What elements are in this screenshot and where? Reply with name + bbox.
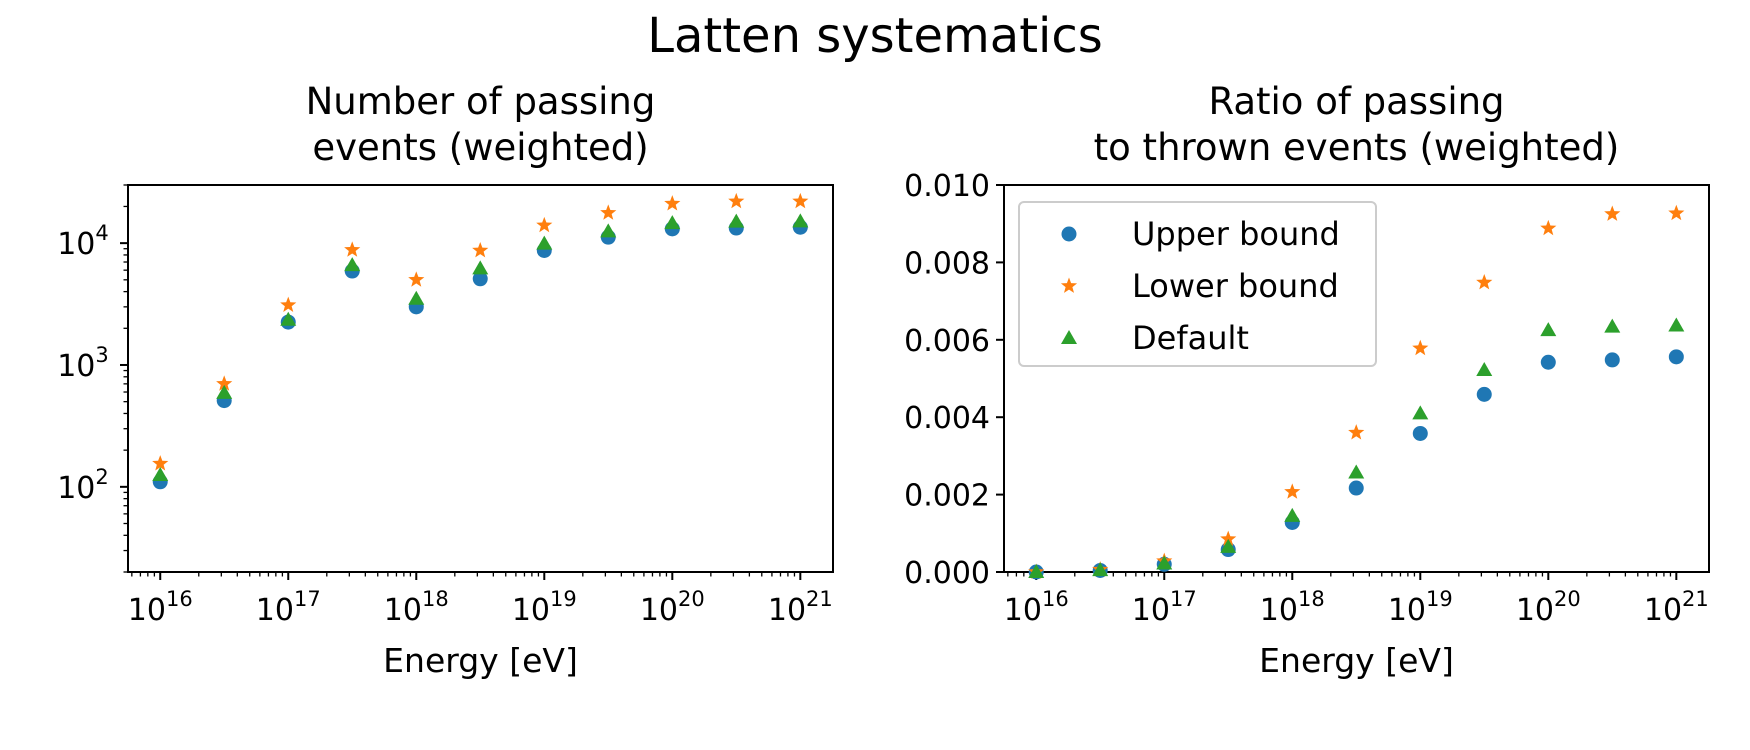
panel-1-point-star bbox=[792, 192, 809, 209]
panel-1-point-triangle bbox=[600, 223, 617, 238]
panel-2-point-circle bbox=[1412, 425, 1428, 441]
panel-2-point-star bbox=[1540, 219, 1557, 236]
panel-2-ytick-label: 0.010 bbox=[904, 169, 990, 204]
panel-1-point-star bbox=[472, 242, 489, 258]
panel-2-axes-frame bbox=[1003, 184, 1710, 573]
panel-1-point-star bbox=[408, 271, 425, 287]
panel-1-title-line-1: Number of passing bbox=[306, 80, 656, 123]
panel-2-point-circle bbox=[1540, 354, 1556, 370]
panel-2-point-circle bbox=[1476, 386, 1492, 402]
panel-2-ytick-label: 0.008 bbox=[904, 246, 990, 281]
panel-2-ytick-label: 0.004 bbox=[904, 401, 990, 436]
legend-marker-circle bbox=[1061, 226, 1077, 242]
panel-2-point-circle bbox=[1668, 349, 1684, 365]
panel-1-point-triangle bbox=[472, 260, 489, 275]
panel-1-xlabel: Energy [eV] bbox=[383, 641, 578, 680]
panel-2-point-star bbox=[1668, 204, 1685, 221]
panel-1-point-triangle bbox=[216, 384, 233, 399]
panel-1-xtick-label: 1018 bbox=[384, 587, 449, 628]
figure-suptitle: Latten systematics bbox=[647, 8, 1103, 64]
panel-1-point-triangle bbox=[728, 213, 745, 228]
legend-marker-triangle bbox=[1061, 330, 1077, 344]
panel-2-point-triangle bbox=[1412, 405, 1429, 420]
panel-1-point-star bbox=[728, 192, 745, 209]
legend-label: Upper bound bbox=[1132, 215, 1340, 253]
panel-1-point-triangle bbox=[152, 467, 169, 482]
panel-1-point-star bbox=[280, 296, 297, 312]
panel-1-point-triangle bbox=[664, 215, 681, 230]
panel-2-point-triangle bbox=[1348, 464, 1365, 479]
legend-label: Default bbox=[1132, 319, 1249, 357]
panel-2-ytick-label: 0.002 bbox=[904, 479, 990, 514]
panel-2-xtick-label: 1019 bbox=[1388, 587, 1453, 628]
panel-1-point-star bbox=[216, 375, 233, 391]
panel-1-title-line-2: events (weighted) bbox=[312, 126, 648, 169]
legend-label: Lower bound bbox=[1132, 267, 1339, 305]
panel-1-xtick-label: 1019 bbox=[512, 587, 577, 628]
panel-2-point-triangle bbox=[1156, 555, 1173, 570]
panel-1-xtick-label: 1017 bbox=[256, 587, 321, 628]
panel-2-point-triangle bbox=[1028, 564, 1045, 578]
panel-2-xtick-label: 1020 bbox=[1516, 587, 1581, 628]
panel-1-point-triangle bbox=[344, 257, 361, 272]
panel-1-ytick-label: 102 bbox=[57, 465, 109, 506]
panel-1-xtick-label: 1021 bbox=[768, 587, 833, 628]
panel-2-legend: Upper bound Lower bound Default bbox=[1018, 201, 1377, 367]
panel-2-point-triangle bbox=[1220, 538, 1237, 553]
panel-2-point-triangle bbox=[1284, 507, 1301, 522]
panel-2-point-triangle bbox=[1604, 318, 1621, 333]
panel-1-xtick-label: 1020 bbox=[640, 587, 705, 628]
panel-2-point-star bbox=[1220, 530, 1237, 546]
panel-2-point-star bbox=[1476, 274, 1493, 290]
panel-2-title-line-1: Ratio of passing bbox=[1208, 80, 1504, 123]
panel-2-xtick-label: 1016 bbox=[1004, 587, 1069, 628]
panel-1-point-star bbox=[344, 241, 361, 257]
panel-2-ytick-label: 0.000 bbox=[904, 556, 990, 591]
panel-1-ytick-label: 104 bbox=[57, 221, 109, 262]
panel-2-xtick-label: 1018 bbox=[1260, 587, 1325, 628]
panel-1-point-circle bbox=[472, 271, 488, 287]
panel-2-xtick-label: 1017 bbox=[1132, 587, 1197, 628]
panel-2-title-line-2: to thrown events (weighted) bbox=[1094, 126, 1620, 169]
panel-1-point-triangle bbox=[280, 311, 297, 326]
panel-2-point-triangle bbox=[1476, 361, 1493, 376]
panel-2-point-star bbox=[1412, 339, 1429, 356]
panel-2-xtick-label: 1021 bbox=[1644, 587, 1709, 628]
panel-2-point-star bbox=[1284, 483, 1301, 499]
panel-2-point-star bbox=[1604, 205, 1621, 221]
legend-box bbox=[1018, 201, 1377, 367]
panel-1-point-star bbox=[536, 216, 553, 233]
legend-marker-star bbox=[1060, 277, 1078, 293]
panel-1-point-star bbox=[600, 204, 617, 220]
panel-2-point-star bbox=[1348, 424, 1365, 440]
panel-2-point-triangle bbox=[1540, 322, 1557, 337]
panel-1-ytick-label: 103 bbox=[57, 343, 109, 384]
panel-1-xtick-label: 1016 bbox=[128, 587, 193, 628]
panel-1-axes-frame bbox=[127, 184, 834, 573]
panel-1-point-star bbox=[664, 195, 681, 211]
panel-2-point-triangle bbox=[1092, 562, 1109, 577]
panel-1-point-triangle bbox=[408, 290, 425, 305]
panel-1-point-triangle bbox=[792, 213, 809, 228]
panel-1-point-triangle bbox=[536, 235, 553, 250]
panel-2-ytick-label: 0.006 bbox=[904, 324, 990, 359]
panel-2-xlabel: Energy [eV] bbox=[1259, 641, 1454, 680]
panel-2-point-circle bbox=[1348, 480, 1364, 496]
panel-2-point-triangle bbox=[1668, 317, 1685, 332]
panel-1-point-star bbox=[152, 455, 169, 471]
panel-2-point-circle bbox=[1604, 352, 1620, 368]
